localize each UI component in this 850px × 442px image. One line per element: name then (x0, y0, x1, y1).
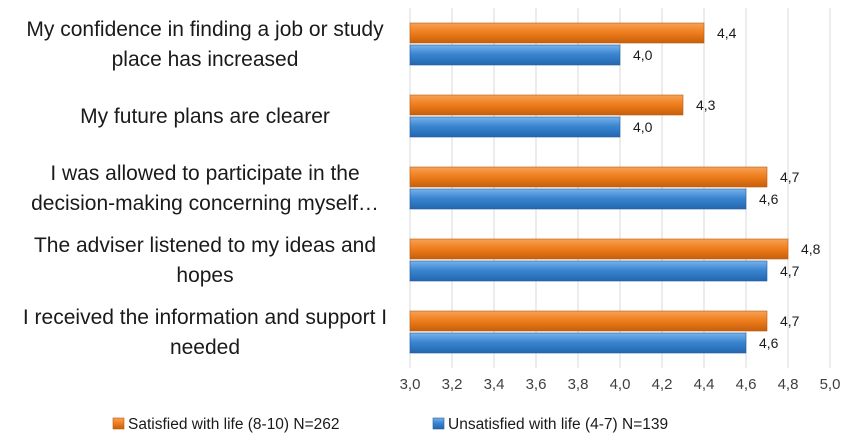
x-tick-label: 3,2 (442, 376, 463, 393)
x-tick-label: 3,4 (484, 376, 505, 393)
data-label: 4,0 (633, 47, 653, 63)
data-label: 4,7 (780, 263, 800, 279)
bar (409, 116, 621, 138)
data-label: 4,7 (780, 313, 800, 329)
x-tick-label: 3,8 (568, 376, 589, 393)
x-tick-labels: 3,0 3,2 3,4 3,6 3,8 4,0 4,2 4,4 4,6 4,8 5,0 (400, 376, 841, 393)
legend-swatch (112, 417, 125, 430)
x-tick-label: 5,0 (820, 376, 841, 393)
x-tick-label: 4,2 (652, 376, 673, 393)
bar (409, 238, 789, 260)
bar (409, 44, 621, 66)
bar (409, 166, 768, 188)
category-label: I was allowed to participate in the decis… (31, 162, 379, 215)
x-tick-label: 4,6 (736, 376, 757, 393)
data-labels: 4,44,04,34,04,74,64,84,74,74,6 (633, 25, 821, 351)
category-label: I received the information and support I… (23, 306, 387, 359)
bar (409, 22, 705, 44)
category-label: My future plans are clearer (80, 105, 330, 128)
legend-swatch (432, 417, 445, 430)
bar (409, 94, 684, 116)
x-tick-label: 3,0 (400, 376, 421, 393)
x-tick-label: 4,4 (694, 376, 715, 393)
category-labels: My confidence in finding a job or study p… (23, 18, 387, 359)
data-label: 4,6 (759, 335, 779, 351)
bar (409, 332, 747, 354)
bars (409, 22, 789, 354)
x-tick-label: 4,0 (610, 376, 631, 393)
data-label: 4,7 (780, 169, 800, 185)
bar (409, 188, 747, 210)
data-label: 4,3 (696, 97, 716, 113)
data-label: 4,4 (717, 25, 737, 41)
data-label: 4,8 (801, 241, 821, 257)
legend-label: Unsatisfied with life (4-7) N=139 (448, 416, 668, 433)
legend: Satisfied with life (8-10) N=262 Unsatisf… (112, 416, 668, 433)
data-label: 4,6 (759, 191, 779, 207)
x-tick-label: 4,8 (778, 376, 799, 393)
category-label: My confidence in finding a job or study p… (26, 18, 384, 71)
gridlines (409, 8, 831, 368)
x-tick-label: 3,6 (526, 376, 547, 393)
category-label: The adviser listened to my ideas and hope… (34, 234, 376, 287)
bar (409, 260, 768, 282)
legend-label: Satisfied with life (8-10) N=262 (128, 416, 340, 433)
bar (409, 310, 768, 332)
data-label: 4,0 (633, 119, 653, 135)
